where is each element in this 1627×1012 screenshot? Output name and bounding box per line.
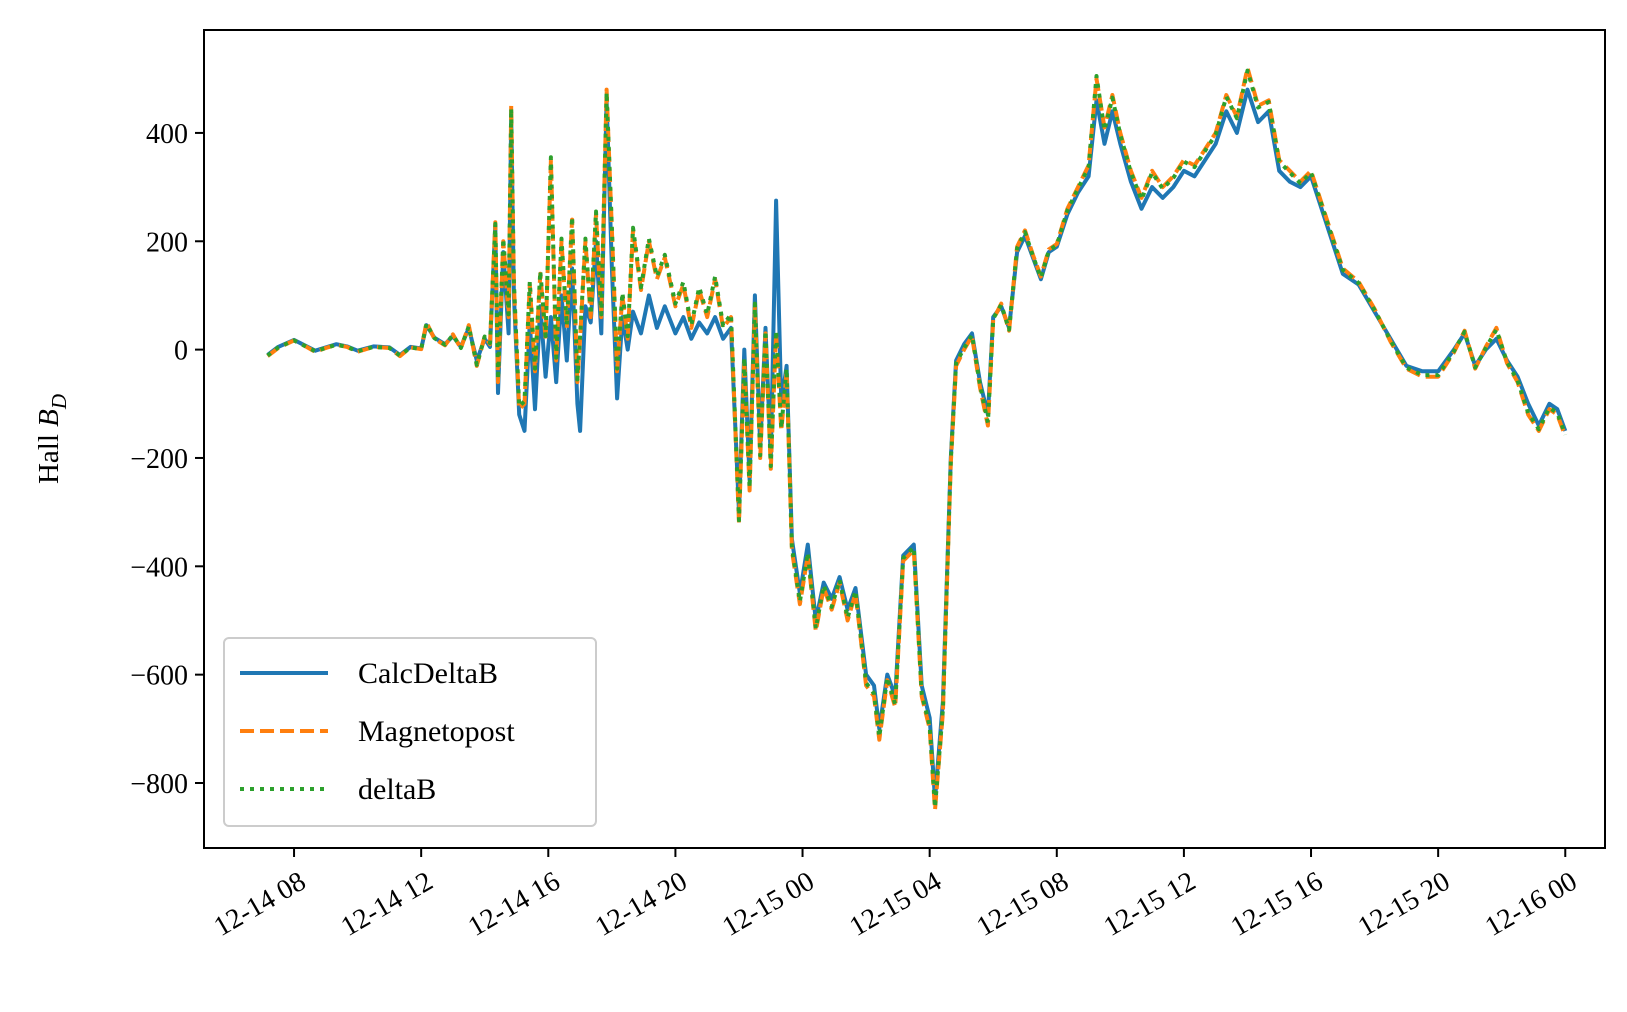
legend-box xyxy=(223,637,597,827)
x-tick-label: 12-14 16 xyxy=(463,866,565,943)
y-tick-label: 200 xyxy=(146,227,188,258)
y-tick-label: 400 xyxy=(146,119,188,150)
y-axis-label: Hall BD xyxy=(33,394,71,484)
x-tick-label: 12-15 20 xyxy=(1353,866,1455,943)
series-line-magnetopost xyxy=(266,65,1568,813)
legend-label-deltab: deltaB xyxy=(358,773,436,806)
x-tick-label: 12-14 20 xyxy=(590,866,692,943)
y-axis-label-subscript: D xyxy=(47,394,71,410)
x-tick-label: 12-15 04 xyxy=(844,866,946,943)
x-tick-label: 12-15 12 xyxy=(1099,866,1201,943)
y-tick-label: 0 xyxy=(174,336,188,367)
y-axis: 400 200 0 −200 −400 −600 −800 xyxy=(130,119,204,800)
y-tick-label: −200 xyxy=(130,444,188,475)
y-axis-label-symbol: B xyxy=(33,409,65,427)
y-tick-label: −800 xyxy=(130,769,188,800)
legend: CalcDeltaB Magnetopost deltaB xyxy=(223,637,597,827)
y-tick-label: −600 xyxy=(130,661,188,692)
x-tick-label: 12-14 12 xyxy=(336,866,438,943)
series-line-deltab xyxy=(266,68,1568,810)
plot-frame xyxy=(203,29,1606,849)
x-tick-label: 12-15 16 xyxy=(1226,866,1328,943)
y-tick-label: −400 xyxy=(130,552,188,583)
legend-label-magnetopost: Magnetopost xyxy=(358,715,515,748)
x-tick-label: 12-14 08 xyxy=(209,866,311,943)
legend-label-calcdeltab: CalcDeltaB xyxy=(358,657,498,690)
y-axis-label-main: Hall xyxy=(33,427,65,484)
x-tick-label: 12-15 00 xyxy=(717,866,819,943)
x-tick-label: 12-16 00 xyxy=(1480,866,1582,943)
x-tick-label: 12-15 08 xyxy=(971,866,1073,943)
x-axis: 12-14 08 12-14 12 12-14 16 12-14 20 12-15 00… xyxy=(209,848,1582,943)
series-layer xyxy=(266,65,1568,813)
